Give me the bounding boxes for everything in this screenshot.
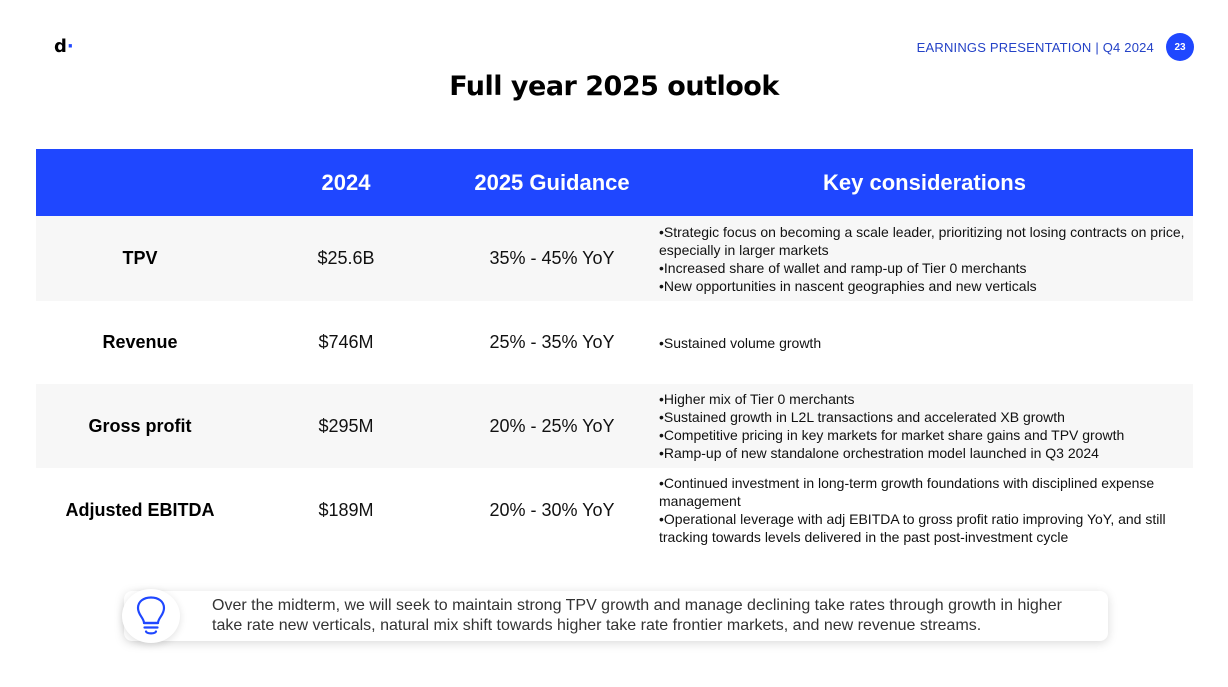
header-2024: 2024 <box>321 169 371 195</box>
outlook-table: 2024 2025 Guidance Key considerations TP… <box>36 149 1193 552</box>
table-row: Adjusted EBITDA $189M 20% - 30% YoY Cont… <box>36 468 1193 552</box>
guidance-2025: 35% - 45% YoY <box>489 248 615 268</box>
header-key-considerations: Key considerations <box>823 169 1026 195</box>
value-2024: $25.6B <box>317 248 375 268</box>
considerations-list: Sustained volume growth <box>656 334 1193 352</box>
company-logo: d· <box>54 36 74 57</box>
note-text: Over the midterm, we will seek to mainta… <box>212 597 1062 634</box>
consideration-item: Operational leverage with adj EBITDA to … <box>659 510 1193 546</box>
metric-label: TPV <box>122 248 158 268</box>
considerations-list: Higher mix of Tier 0 merchants Sustained… <box>656 390 1193 462</box>
consideration-item: Ramp-up of new standalone orchestration … <box>659 444 1193 462</box>
metric-label: Adjusted EBITDA <box>65 499 215 520</box>
table-row: Gross profit $295M 20% - 25% YoY Higher … <box>36 384 1193 468</box>
presentation-label: EARNINGS PRESENTATION | Q4 2024 <box>916 39 1154 55</box>
lightbulb-icon <box>122 589 180 643</box>
consideration-item: New opportunities in nascent geographies… <box>659 277 1193 295</box>
guidance-2025: 20% - 30% YoY <box>489 499 615 520</box>
consideration-item: Strategic focus on becoming a scale lead… <box>659 223 1193 259</box>
consideration-item: Continued investment in long-term growth… <box>659 474 1193 510</box>
slide-title: Full year 2025 outlook <box>449 71 779 102</box>
logo-dot: · <box>66 36 74 57</box>
metric-label: Revenue <box>102 332 178 352</box>
consideration-item: Sustained growth in L2L transactions and… <box>659 408 1193 426</box>
table-row: TPV $25.6B 35% - 45% YoY Strategic focus… <box>36 216 1193 301</box>
midterm-note-callout: Over the midterm, we will seek to mainta… <box>122 589 1108 643</box>
consideration-item: Increased share of wallet and ramp-up of… <box>659 259 1193 277</box>
metric-label: Gross profit <box>88 415 192 436</box>
consideration-item: Competitive pricing in key markets for m… <box>659 426 1193 444</box>
guidance-2025: 25% - 35% YoY <box>489 332 615 352</box>
header-2025-guidance: 2025 Guidance <box>474 169 630 195</box>
value-2024: $746M <box>318 332 374 352</box>
guidance-2025: 20% - 25% YoY <box>489 415 615 436</box>
slide-header: EARNINGS PRESENTATION | Q4 2024 23 <box>917 33 1194 61</box>
value-2024: $189M <box>318 499 374 520</box>
consideration-item: Sustained volume growth <box>659 334 1193 352</box>
considerations-list: Strategic focus on becoming a scale lead… <box>656 223 1193 295</box>
page-number-badge: 23 <box>1166 33 1194 61</box>
value-2024: $295M <box>318 415 374 436</box>
table-header-row: 2024 2025 Guidance Key considerations <box>36 149 1193 216</box>
table-row: Revenue $746M 25% - 35% YoY Sustained vo… <box>36 301 1193 384</box>
consideration-item: Higher mix of Tier 0 merchants <box>659 390 1193 408</box>
considerations-list: Continued investment in long-term growth… <box>656 474 1193 546</box>
logo-letter: d <box>54 36 67 57</box>
